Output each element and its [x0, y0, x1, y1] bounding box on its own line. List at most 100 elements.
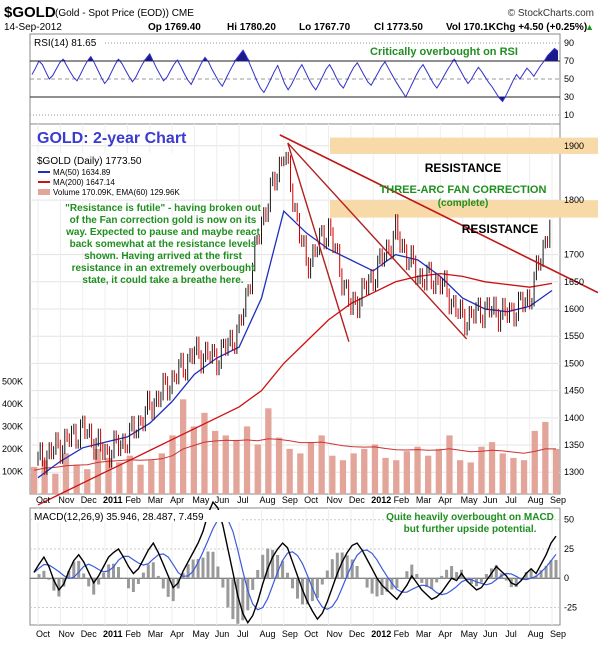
- macd-histogram-bar: [82, 573, 86, 579]
- x-axis-label: Nov: [58, 629, 75, 639]
- legend-bg: [34, 153, 184, 199]
- macd-histogram-bar: [216, 566, 220, 579]
- price-tick-label: 1450: [564, 386, 584, 396]
- volume-bar: [371, 444, 379, 494]
- header-close: Cl 1773.50: [374, 22, 423, 33]
- macd-histogram-bar: [87, 578, 91, 587]
- x-axis-label: 2012: [371, 495, 391, 505]
- x-axis-label: Dec: [81, 495, 98, 505]
- header-change-arrow: ▲: [585, 22, 594, 32]
- header-volume: Vol 170.1K: [446, 22, 497, 33]
- macd-histogram-bar: [375, 578, 379, 597]
- x-axis-label: Apr: [170, 495, 184, 505]
- x-axis-label: Apr: [170, 629, 184, 639]
- macd-tick-label: 0: [564, 573, 569, 583]
- x-axis-label: Mar: [148, 629, 164, 639]
- volume-bar: [105, 457, 112, 494]
- x-axis-label: Jun: [483, 629, 498, 639]
- x-axis-label: May: [461, 629, 479, 639]
- macd-histogram-bar: [445, 569, 449, 579]
- macd-histogram-bar: [450, 566, 454, 579]
- volume-bar: [488, 442, 496, 494]
- macd-histogram-bar: [529, 568, 533, 579]
- volume-bar: [552, 448, 560, 494]
- macd-histogram-bar: [251, 578, 255, 590]
- macd-histogram-bar: [470, 578, 473, 584]
- volume-bar: [531, 430, 538, 494]
- volume-bar: [94, 448, 102, 494]
- annotation-line-3: way. Expected to pause and maybe react: [65, 227, 260, 238]
- volume-bar: [265, 408, 272, 494]
- macd-histogram-bar: [355, 566, 359, 579]
- macd-histogram-bar: [206, 551, 210, 579]
- macd-histogram-bar: [420, 578, 424, 583]
- volume-bar: [350, 453, 357, 494]
- volume-bar: [62, 453, 70, 494]
- x-axis-label: Feb: [125, 495, 141, 505]
- macd-histogram-bar: [330, 559, 334, 579]
- volume-bar: [222, 435, 229, 494]
- x-axis-label: Mar: [416, 495, 432, 505]
- x-axis-label: Oct: [304, 629, 319, 639]
- x-axis-label: Aug: [528, 629, 544, 639]
- volume-bar: [297, 453, 304, 494]
- volume-bar: [169, 435, 176, 494]
- macd-histogram-bar: [286, 572, 289, 579]
- volume-bar: [403, 451, 410, 494]
- macd-histogram-bar: [291, 578, 294, 589]
- x-axis-label: Sep: [282, 629, 298, 639]
- macd-label-bg: [32, 510, 242, 522]
- header-brand: © StockCharts.com: [508, 8, 594, 19]
- volume-bar: [148, 460, 155, 494]
- macd-histogram-bar: [141, 572, 145, 579]
- x-axis-label: Mar: [416, 629, 432, 639]
- annotation-line-2: of the Fan correction gold is now on its: [70, 215, 257, 226]
- x-axis-label: Apr: [438, 495, 452, 505]
- macd-histogram-bar: [266, 548, 270, 579]
- price-tick-label: 1600: [564, 304, 584, 314]
- macd-tick-label: -25: [564, 602, 577, 612]
- macd-histogram-bar: [440, 575, 444, 579]
- macd-histogram-bar: [112, 563, 115, 579]
- ma200-line: [37, 272, 553, 506]
- legend-volume-swatch: [38, 189, 50, 195]
- macd-histogram-bar: [246, 578, 250, 611]
- macd-histogram-bar: [281, 560, 285, 579]
- volume-bar: [467, 462, 474, 494]
- macd-histogram-bar: [131, 578, 135, 592]
- volume-tick-label: 200K: [2, 444, 23, 454]
- macd-panel: 50 25 0 -25 MACD(12,26,9) 35.946, 28.487, 7…: [29, 500, 577, 626]
- macd-histogram-bar: [226, 578, 230, 608]
- volume-bar: [318, 435, 325, 494]
- macd-histogram-bar: [310, 578, 314, 602]
- volume-tick-label: 400K: [2, 399, 23, 409]
- volume-bar: [52, 473, 59, 494]
- macd-histogram-bar: [365, 578, 369, 588]
- volume-bar: [510, 457, 517, 494]
- volume-tick-label: 100K: [2, 466, 23, 476]
- legend-ma50: MA(50) 1634.89: [53, 168, 111, 177]
- resistance-band-lower: [330, 200, 598, 218]
- volume-bar: [329, 455, 336, 494]
- volume-bar: [73, 464, 80, 494]
- macd-histogram-bar: [544, 566, 548, 579]
- price-tick-label: 1350: [564, 440, 584, 450]
- macd-histogram-bar: [360, 577, 364, 579]
- x-axis-label: Jul: [237, 629, 249, 639]
- macd-histogram-bar: [504, 578, 508, 581]
- x-axis-label: Sep: [550, 495, 566, 505]
- x-axis-label: Aug: [259, 629, 275, 639]
- volume-bar: [254, 444, 261, 494]
- macd-histogram-bar: [554, 559, 558, 579]
- price-tick-label: 1550: [564, 331, 584, 341]
- fan-line-2: [287, 142, 468, 340]
- macd-histogram-bar: [395, 578, 399, 588]
- macd-histogram-bar: [67, 570, 71, 579]
- x-axis-label: May: [461, 495, 479, 505]
- macd-signal-line: [33, 515, 557, 611]
- macd-histogram-bar: [465, 578, 468, 580]
- volume-bar: [361, 448, 368, 494]
- macd-histogram-bar: [151, 562, 155, 579]
- volume-bar: [382, 457, 389, 494]
- rsi-tick-label: 30: [564, 92, 574, 102]
